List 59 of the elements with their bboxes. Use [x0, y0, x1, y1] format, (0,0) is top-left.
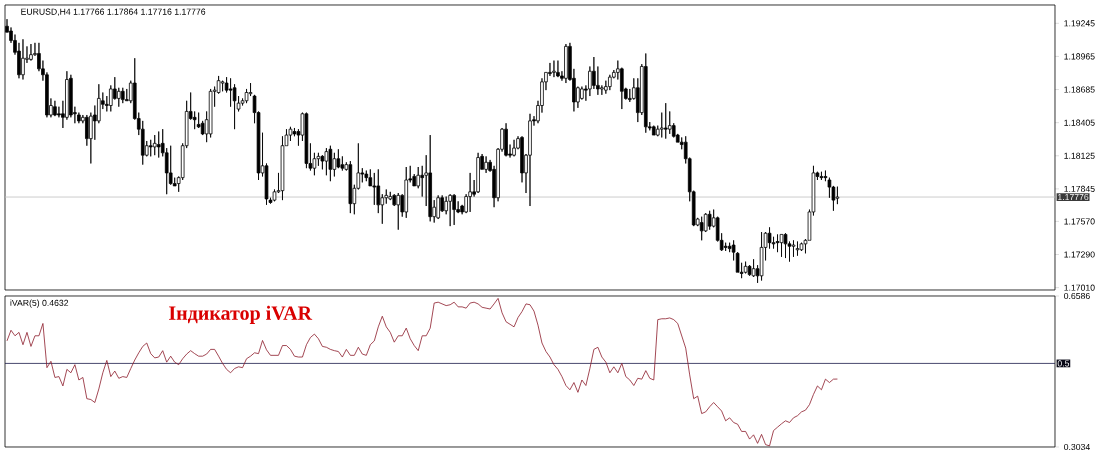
candlestick — [779, 234, 784, 258]
candlestick — [428, 134, 432, 223]
candlestick — [552, 60, 556, 78]
candlestick — [743, 261, 748, 275]
annotation: Індикатор iVAR — [169, 306, 313, 325]
candlestick — [795, 241, 800, 257]
candlestick — [651, 125, 656, 136]
y-tick-label: 0.6586 — [1064, 293, 1090, 300]
chart-title: iVAR(5) 0.4632 — [10, 299, 69, 308]
y-tick-label: 0.3034 — [1064, 444, 1090, 451]
y-tick-label: 1.18405 — [1064, 119, 1095, 126]
candlestick — [288, 126, 293, 142]
candlestick — [148, 139, 153, 158]
candlestick — [29, 43, 33, 62]
candlestick — [448, 194, 452, 227]
candlestick — [783, 233, 788, 259]
candlestick — [220, 80, 225, 92]
y-tick-label: 1.18125 — [1064, 152, 1095, 160]
candlestick — [396, 192, 401, 231]
candlestick — [643, 53, 648, 134]
candlestick — [120, 87, 125, 104]
candlestick — [775, 234, 780, 253]
y-tick-label: 1.17570 — [1064, 218, 1095, 225]
candlestick — [328, 145, 333, 182]
y-tick-label: 1.19245 — [1064, 20, 1095, 27]
y-tick-label: 1.18685 — [1064, 86, 1095, 93]
candlestick — [799, 242, 804, 252]
candlestick — [452, 194, 456, 226]
candlestick — [156, 131, 161, 159]
candlestick — [208, 88, 213, 139]
candlestick — [528, 113, 532, 207]
candlestick — [152, 134, 157, 156]
ref-line-label: 0.5 — [1057, 360, 1070, 367]
y-tick-label: 1.17290 — [1064, 251, 1095, 258]
candlestick — [468, 172, 472, 213]
candlestick — [348, 160, 353, 214]
candlestick — [759, 231, 764, 282]
candlestick — [791, 240, 796, 258]
y-tick-label: 1.18965 — [1064, 53, 1095, 60]
candlestick — [699, 216, 704, 241]
y-tick-label: 1.17010 — [1064, 284, 1095, 291]
candlestick — [512, 139, 516, 158]
ref-line-label: 1.17776 — [1058, 194, 1089, 201]
candlestick — [21, 39, 25, 81]
candlestick — [504, 123, 508, 158]
candlestick — [436, 195, 440, 220]
candlestick — [556, 60, 560, 78]
candlestick — [476, 152, 480, 194]
candlestick — [564, 43, 568, 84]
y-tick-label: 1.17845 — [1064, 186, 1095, 193]
chart-title: EURUSD,H4 1.17766 1.17864 1.17716 1.17776 — [21, 8, 206, 16]
candlestick — [404, 166, 409, 219]
candlestick — [304, 112, 309, 169]
candlestick — [707, 210, 712, 231]
candlestick — [663, 103, 668, 140]
candlestick — [484, 156, 488, 174]
candlestick — [608, 74, 612, 91]
candlestick — [819, 171, 824, 181]
candlestick — [53, 100, 57, 117]
